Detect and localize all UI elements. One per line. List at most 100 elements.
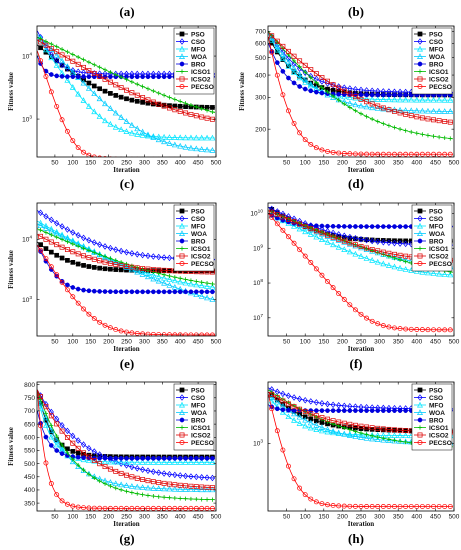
series-icso2-marker bbox=[308, 67, 314, 73]
series-mfo-marker bbox=[391, 263, 398, 270]
series-bro-marker bbox=[161, 289, 167, 295]
series-icso1-marker bbox=[38, 228, 43, 233]
series-pecso-marker bbox=[59, 498, 65, 504]
series-pecso-marker bbox=[302, 492, 308, 498]
series-woa-marker bbox=[346, 432, 353, 438]
series-pecso-marker bbox=[380, 323, 386, 329]
x-tick-label: 400 bbox=[411, 514, 422, 521]
series-icso2-marker bbox=[118, 263, 124, 268]
series-woa-marker bbox=[42, 225, 49, 231]
series-mfo-marker bbox=[80, 97, 87, 103]
series-bro-marker bbox=[108, 74, 113, 80]
series-woa-marker bbox=[430, 107, 437, 114]
series-pecso-marker bbox=[113, 505, 119, 511]
series-cso-marker bbox=[86, 444, 92, 452]
series-mfo-marker bbox=[397, 264, 404, 271]
series-woa-marker bbox=[358, 434, 364, 440]
series-mfo-marker bbox=[204, 134, 211, 141]
series-pso-marker bbox=[86, 80, 92, 86]
legend-woa-marker bbox=[417, 409, 423, 415]
x-tick-label: 500 bbox=[449, 160, 460, 167]
series-cso-marker bbox=[391, 239, 398, 247]
series-pecso-marker bbox=[431, 151, 436, 157]
series-bro-marker bbox=[172, 289, 178, 295]
legend-mfo-marker bbox=[417, 45, 423, 52]
legend-entry-pecso: PECSO bbox=[429, 261, 452, 268]
series-mfo-marker bbox=[402, 432, 409, 439]
series-icso2-marker bbox=[380, 249, 386, 255]
y-tick-label: 750 bbox=[24, 395, 35, 402]
series-bro-marker bbox=[364, 92, 369, 98]
legend-entry-mfo: MFO bbox=[191, 402, 205, 409]
series-line-icso2 bbox=[37, 39, 216, 121]
series-bro-marker bbox=[97, 455, 103, 461]
series-woa-marker bbox=[363, 434, 370, 441]
series-woa-marker bbox=[204, 146, 211, 153]
legend-entry-pecso: PECSO bbox=[429, 84, 452, 91]
series-woa-marker bbox=[166, 485, 173, 492]
series-icso1-marker bbox=[336, 98, 341, 103]
series-bro-marker bbox=[347, 224, 353, 229]
series-icso1-marker bbox=[210, 497, 215, 502]
series-icso2-marker bbox=[325, 232, 330, 238]
series-cso-marker bbox=[150, 253, 156, 260]
series-woa-marker bbox=[91, 90, 98, 97]
series-woa-marker bbox=[346, 240, 353, 247]
series-bro-marker bbox=[308, 408, 314, 413]
series-icso1-marker bbox=[178, 276, 183, 281]
series-cso-marker bbox=[280, 390, 286, 398]
panel-label-bottom: (e) bbox=[120, 356, 134, 371]
series-bro-marker bbox=[336, 91, 342, 97]
series-woa-marker bbox=[335, 429, 342, 436]
series-cso-marker bbox=[352, 86, 358, 93]
series-icso2-marker bbox=[70, 249, 76, 255]
series-pecso-marker bbox=[75, 504, 81, 510]
series-icso1-marker bbox=[124, 77, 129, 82]
series-woa-marker bbox=[291, 65, 298, 71]
series-mfo-marker bbox=[285, 62, 292, 69]
series-icso1-marker bbox=[65, 49, 70, 54]
series-mfo-marker bbox=[352, 94, 359, 101]
series-bro-marker bbox=[274, 406, 280, 412]
series-pecso-marker bbox=[414, 327, 420, 332]
series-pso-marker bbox=[210, 105, 215, 110]
series-icso2-marker bbox=[380, 105, 386, 111]
x-axis-label: Iteration bbox=[348, 166, 375, 174]
series-icso2-marker bbox=[172, 482, 178, 488]
legend-entry-icso1: ICSO1 bbox=[429, 425, 449, 432]
series-icso1-marker bbox=[425, 133, 431, 138]
legend-icso2-marker bbox=[417, 432, 423, 438]
series-icso2-marker bbox=[81, 450, 86, 456]
series-mfo-marker bbox=[150, 133, 157, 139]
series-bro-marker bbox=[358, 92, 364, 98]
series-icso1-marker bbox=[370, 116, 375, 122]
series-icso2-marker bbox=[431, 117, 436, 123]
series-icso1-marker bbox=[314, 80, 319, 85]
x-tick-label: 450 bbox=[430, 339, 441, 346]
legend-entry-pso: PSO bbox=[429, 387, 443, 394]
series-bro-marker bbox=[386, 92, 392, 98]
series-icso2-marker bbox=[183, 110, 189, 116]
series-mfo-marker bbox=[91, 108, 98, 115]
series-icso2-marker bbox=[352, 94, 358, 100]
series-mfo-marker bbox=[341, 246, 348, 252]
series-icso1-marker bbox=[151, 494, 156, 499]
series-icso2-marker bbox=[392, 427, 397, 433]
series-pecso-marker bbox=[113, 327, 119, 333]
series-cso-marker bbox=[319, 400, 325, 407]
series-cso-marker bbox=[324, 400, 331, 408]
y-axis-label: Fitness value bbox=[7, 427, 15, 466]
series-icso1-marker bbox=[347, 427, 352, 432]
series-icso1-marker bbox=[188, 496, 194, 502]
series-icso1-marker bbox=[403, 259, 408, 264]
series-mfo-marker bbox=[48, 54, 55, 61]
series-icso2-marker bbox=[145, 478, 151, 484]
legend-bro-marker bbox=[179, 61, 185, 67]
series-pecso-marker bbox=[330, 149, 336, 155]
legend-cso-marker bbox=[417, 38, 423, 45]
series-icso1-marker bbox=[204, 108, 210, 113]
series-pecso-marker bbox=[97, 505, 103, 511]
series-woa-marker bbox=[118, 114, 125, 120]
series-pecso-marker bbox=[38, 423, 44, 429]
series-icso2-marker bbox=[280, 43, 286, 49]
